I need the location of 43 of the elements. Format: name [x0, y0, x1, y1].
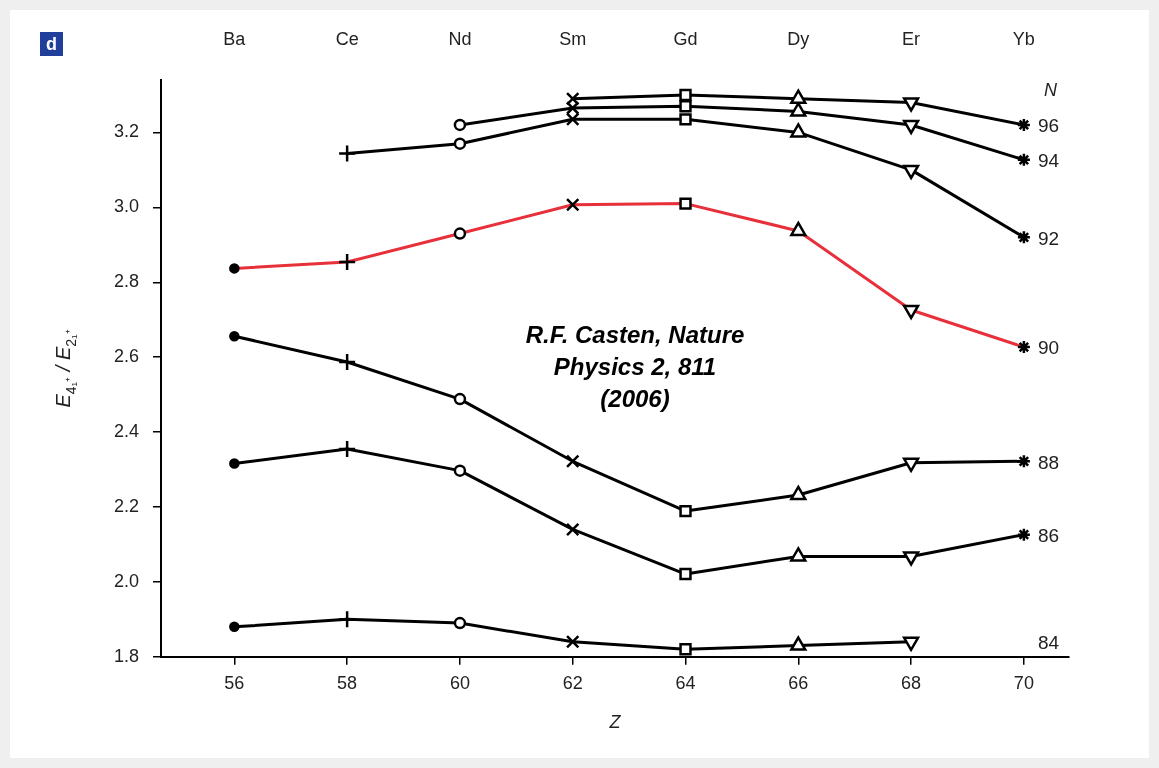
series-label: 94 [1037, 150, 1060, 172]
x-axis-title: Z [608, 712, 622, 733]
x-tick-label: 66 [788, 672, 809, 693]
y-tick-label: 2.2 [113, 495, 140, 516]
series-label: 90 [1037, 337, 1060, 359]
text: Ce [335, 28, 359, 49]
x-tick-label: 60 [449, 672, 470, 693]
point [565, 522, 580, 537]
text: Ba [223, 28, 247, 49]
text: Yb [1012, 28, 1035, 49]
text: Dy [787, 28, 810, 49]
series-label: 92 [1037, 227, 1060, 249]
y-tick-label: 2.8 [113, 271, 140, 292]
text: Gd [673, 28, 698, 49]
point [453, 118, 467, 132]
series-label: 86 [1037, 524, 1060, 546]
x-tick-label: 56 [224, 672, 245, 693]
x-tick-label: 58 [337, 672, 358, 693]
y-tick-label: 1.8 [113, 645, 140, 666]
legend-title: N [1043, 79, 1058, 100]
x-tick-label: 64 [675, 672, 696, 693]
y-tick-label: 2.0 [113, 570, 140, 591]
x-tick-label: 62 [562, 672, 583, 693]
text: Nd [448, 28, 472, 49]
y-axis-title: E4₁⁺ / E2₁⁺ [52, 329, 79, 408]
point [790, 102, 807, 117]
chart-title: d [46, 33, 57, 54]
text: Er [902, 28, 921, 49]
y-tick-label: 3.0 [113, 196, 140, 217]
point [679, 100, 692, 113]
point [1016, 527, 1032, 542]
text: 84 [1037, 632, 1060, 654]
series-label: 96 [1037, 115, 1060, 137]
y-tick-label: 3.2 [113, 121, 140, 142]
x-tick-label: 68 [901, 672, 922, 693]
y-tick-label: 2.6 [113, 346, 140, 367]
series-label: 88 [1037, 451, 1060, 473]
point [1016, 454, 1032, 469]
x-tick-label: 70 [1013, 672, 1034, 693]
point [565, 454, 580, 469]
text: Sm [559, 28, 587, 49]
y-tick-label: 2.4 [113, 421, 140, 442]
annotation: R.F. Casten, Nature Physics 2, 811 (2006) [525, 321, 745, 413]
